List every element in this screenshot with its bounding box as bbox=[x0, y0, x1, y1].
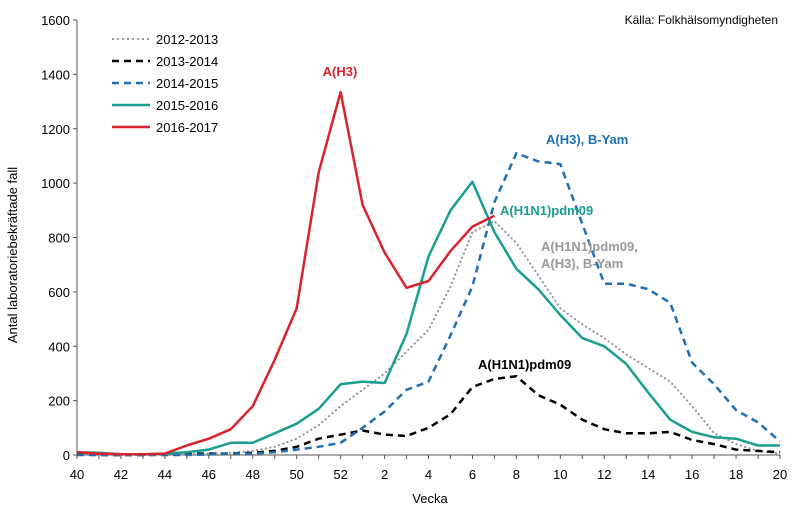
source-note: Källa: Folkhälsomyndigheten bbox=[625, 13, 778, 27]
y-tick-label: 1200 bbox=[41, 122, 70, 137]
series-layer bbox=[76, 90, 781, 457]
y-axis-title: Antal laboratoriebekräftade fall bbox=[5, 167, 20, 343]
y-tick-label: 1600 bbox=[41, 13, 70, 28]
legend-label-2014-2015: 2014-2015 bbox=[156, 76, 218, 91]
x-tick-label: 4 bbox=[425, 467, 432, 482]
x-tick-label: 48 bbox=[246, 467, 260, 482]
legend: 2012-2013 2013-2014 2014-2015 2015-2016 … bbox=[112, 32, 218, 135]
y-tick-label: 0 bbox=[63, 448, 70, 463]
y-tick-label: 400 bbox=[48, 339, 70, 354]
x-tick-label: 2 bbox=[381, 467, 388, 482]
x-tick-label: 42 bbox=[114, 467, 128, 482]
annotation-h1n1-2012-line1: A(H1N1)pdm09, bbox=[541, 239, 638, 254]
legend-label-2015-2016: 2015-2016 bbox=[156, 98, 218, 113]
legend-label-2012-2013: 2012-2013 bbox=[156, 32, 218, 47]
x-tick-label: 40 bbox=[70, 467, 84, 482]
x-axis-title: Vecka bbox=[412, 491, 448, 506]
x-tick-label: 20 bbox=[773, 467, 787, 482]
x-tick-label: 18 bbox=[729, 467, 743, 482]
x-tick-label: 52 bbox=[333, 467, 347, 482]
x-tick-label: 14 bbox=[641, 467, 655, 482]
series-line-2014-2015 bbox=[77, 151, 781, 457]
annotation-h1n1-2013: A(H1N1)pdm09 bbox=[478, 357, 571, 372]
series-line-2012-2013 bbox=[76, 220, 781, 456]
x-tick-label: 16 bbox=[685, 467, 699, 482]
y-tick-label: 800 bbox=[48, 231, 70, 246]
x-tick-label: 50 bbox=[289, 467, 303, 482]
annotation-h1n1-2015: A(H1N1)pdm09 bbox=[500, 203, 593, 218]
y-tick-label: 200 bbox=[48, 394, 70, 409]
y-tick-label: 1000 bbox=[41, 176, 70, 191]
annotation-h3: A(H3) bbox=[323, 64, 358, 79]
x-tick-label: 8 bbox=[513, 467, 520, 482]
annotations: A(H3) A(H3), B-Yam A(H1N1)pdm09 A(H1N1)p… bbox=[323, 64, 638, 372]
x-tick-label: 46 bbox=[202, 467, 216, 482]
series-line-2016-2017 bbox=[76, 90, 495, 456]
x-tick-label: 44 bbox=[158, 467, 172, 482]
series-line-2013-2014 bbox=[76, 374, 781, 457]
annotation-h3-byam-2014: A(H3), B-Yam bbox=[546, 132, 628, 147]
legend-label-2016-2017: 2016-2017 bbox=[156, 120, 218, 135]
x-tick-label: 10 bbox=[553, 467, 567, 482]
annotation-h1n1-2012-line2: A(H3), B-Yam bbox=[541, 256, 623, 271]
x-tick-label: 12 bbox=[597, 467, 611, 482]
y-tick-label: 1400 bbox=[41, 67, 70, 82]
legend-label-2013-2014: 2013-2014 bbox=[156, 54, 218, 69]
y-tick-label: 600 bbox=[48, 285, 70, 300]
series-line-2015-2016 bbox=[76, 180, 780, 456]
x-tick-label: 6 bbox=[469, 467, 476, 482]
